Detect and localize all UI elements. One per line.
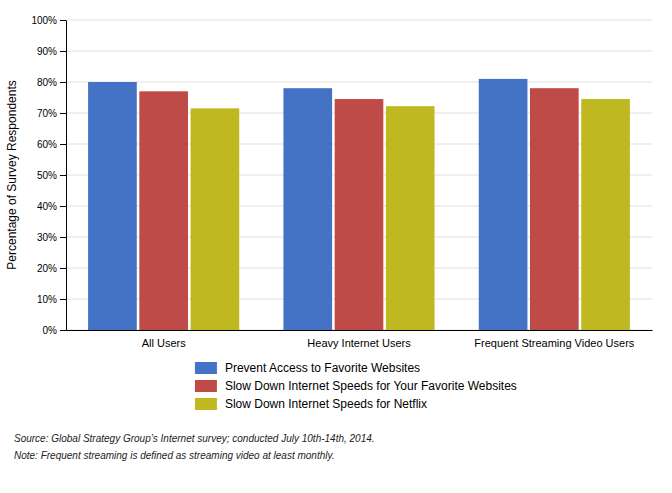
y-axis: 0% 10% 20% 30% 40% 50% 60% 70% 80% 90% 100% — [31, 15, 66, 336]
y-tick-mark — [60, 330, 66, 331]
y-tick-label: 40% — [37, 201, 57, 212]
y-tick-label: 100% — [31, 15, 57, 26]
legend-item: Prevent Access to Favorite Websites — [195, 361, 420, 375]
bars — [88, 79, 630, 330]
y-tick-label: 20% — [37, 263, 57, 274]
y-tick: 50% — [37, 170, 66, 181]
bar — [479, 79, 528, 330]
legend-item: Slow Down Internet Speeds for Your Favor… — [195, 379, 517, 393]
bar — [139, 91, 188, 330]
x-axis: All Users Heavy Internet Users Frequent St… — [67, 330, 653, 349]
chart: 0% 10% 20% 30% 40% 50% 60% 70% 80% 90% 100% All Use… — [0, 0, 672, 493]
legend-swatch — [195, 380, 217, 392]
bar-series — [139, 88, 578, 330]
bar — [283, 88, 332, 330]
legend-label: Prevent Access to Favorite Websites — [225, 361, 420, 375]
grid-line — [66, 82, 652, 83]
y-tick-mark — [60, 299, 66, 300]
y-tick-mark — [60, 237, 66, 238]
y-tick-label: 30% — [37, 232, 57, 243]
y-tick: 40% — [37, 201, 66, 212]
y-axis-line — [66, 21, 67, 331]
y-tick-mark — [60, 206, 66, 207]
y-tick-mark — [60, 113, 66, 114]
legend-label: Slow Down Internet Speeds for Your Favor… — [225, 379, 517, 393]
y-tick-mark — [60, 268, 66, 269]
y-tick: 70% — [37, 108, 66, 119]
bar — [335, 99, 384, 330]
y-tick-mark — [60, 82, 66, 83]
y-tick: 10% — [37, 294, 66, 305]
x-tick-label: Frequent Streaming Video Users — [474, 337, 634, 349]
x-tick: Heavy Internet Users — [307, 330, 411, 349]
legend-swatch — [195, 398, 217, 410]
bar — [386, 106, 435, 330]
y-tick-label: 90% — [37, 46, 57, 57]
annotation: Note: Frequent streaming is defined as s… — [14, 450, 335, 461]
y-axis-title: Percentage of Survey Respondents — [5, 80, 19, 269]
bar — [191, 108, 240, 330]
y-tick-mark — [60, 175, 66, 176]
legend-item: Slow Down Internet Speeds for Netflix — [195, 397, 427, 411]
bar — [530, 88, 579, 330]
y-tick-label: 10% — [37, 294, 57, 305]
grid-line — [66, 51, 652, 52]
y-tick-label: 80% — [37, 77, 57, 88]
bar — [581, 99, 630, 330]
y-tick-mark — [60, 20, 66, 21]
bar-series — [88, 79, 527, 330]
x-axis-line — [67, 330, 653, 331]
bar — [88, 82, 137, 330]
legend: Prevent Access to Favorite Websites Slow … — [195, 361, 517, 411]
y-tick-mark — [60, 51, 66, 52]
legend-swatch — [195, 362, 217, 374]
grid — [66, 20, 652, 330]
grid-line — [66, 20, 652, 21]
y-tick: 30% — [37, 232, 66, 243]
y-tick-label: 50% — [37, 170, 57, 181]
y-tick: 80% — [37, 77, 66, 88]
y-tick-label: 60% — [37, 139, 57, 150]
y-tick: 20% — [37, 263, 66, 274]
y-tick: 90% — [37, 46, 66, 57]
y-tick: 0% — [43, 325, 66, 336]
y-tick-mark — [60, 144, 66, 145]
legend-label: Slow Down Internet Speeds for Netflix — [225, 397, 427, 411]
annotation: Source: Global Strategy Group’s Internet… — [14, 433, 375, 444]
y-tick-label: 70% — [37, 108, 57, 119]
y-tick: 60% — [37, 139, 66, 150]
x-tick: Frequent Streaming Video Users — [474, 330, 634, 349]
bar-series — [191, 99, 630, 330]
y-tick: 100% — [31, 15, 66, 26]
plot-area: 0% 10% 20% 30% 40% 50% 60% 70% 80% 90% 100% All Use… — [31, 15, 652, 349]
x-tick-label: All Users — [142, 337, 187, 349]
x-tick: All Users — [142, 330, 187, 349]
x-tick-label: Heavy Internet Users — [307, 337, 411, 349]
y-tick-label: 0% — [43, 325, 58, 336]
